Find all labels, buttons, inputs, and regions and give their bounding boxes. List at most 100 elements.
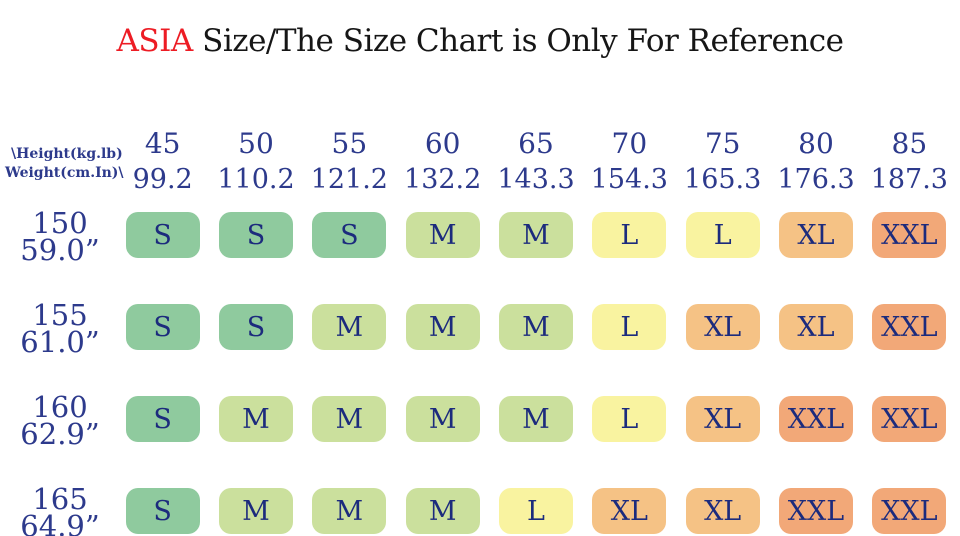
height-inch: 59.0” — [20, 233, 100, 267]
weight-kg: 75 — [704, 127, 741, 160]
size-cell: XL — [778, 304, 853, 350]
size-cell: M — [405, 212, 480, 258]
cell-slot: L — [583, 304, 676, 350]
size-cell: M — [312, 488, 387, 534]
size-cell: M — [312, 304, 387, 350]
size-cell: M — [218, 396, 293, 442]
size-cell: S — [125, 304, 200, 350]
cell-slot: XXL — [769, 396, 862, 442]
size-cell: XL — [685, 396, 760, 442]
row-label: 150 59.0” — [4, 206, 116, 267]
column-header: 45 99.2 — [116, 126, 209, 198]
size-chart-table: \Height(kg.lb) Weight(cm.In)\ 45 99.2 50 1… — [0, 126, 960, 536]
cell-slot: M — [209, 396, 302, 442]
cell-slot: XL — [583, 488, 676, 534]
size-cell: L — [592, 396, 667, 442]
cell-slot: XXL — [863, 212, 956, 258]
height-inch: 62.9” — [20, 417, 100, 451]
size-cell: XL — [685, 304, 760, 350]
size-cell: XL — [778, 212, 853, 258]
weight-kg: 60 — [424, 127, 461, 160]
size-cell: S — [125, 212, 200, 258]
weight-lb: 132.2 — [404, 164, 482, 195]
cell-slot: S — [209, 304, 302, 350]
size-cell: M — [405, 396, 480, 442]
cell-slot: XXL — [769, 488, 862, 534]
column-header: 50 110.2 — [209, 126, 302, 198]
height-inch: 61.0” — [20, 325, 100, 359]
height-cm: 150 — [32, 206, 88, 240]
row-label: 155 61.0” — [4, 298, 116, 359]
table-header-row: \Height(kg.lb) Weight(cm.In)\ 45 99.2 50 1… — [4, 126, 956, 198]
weight-lb: 176.3 — [777, 164, 855, 195]
table-row: 160 62.9” S M M M M L XL XXL XXL — [4, 390, 956, 449]
column-header: 85 187.3 — [863, 126, 956, 198]
cell-slot: L — [676, 212, 769, 258]
weight-kg: 80 — [798, 127, 834, 160]
title-text: Size/The Size Chart is Only For Referenc… — [192, 23, 844, 59]
size-cell: M — [312, 396, 387, 442]
cell-slot: M — [396, 396, 489, 442]
weight-lb: 121.2 — [310, 164, 388, 195]
weight-lb: 99.2 — [132, 164, 193, 195]
cell-slot: M — [489, 396, 582, 442]
size-cell: S — [218, 304, 293, 350]
column-header: 80 176.3 — [769, 126, 862, 198]
weight-kg: 45 — [144, 127, 181, 160]
cell-slot: XXL — [863, 396, 956, 442]
cell-slot: M — [303, 396, 396, 442]
height-cm: 165 — [32, 482, 88, 516]
weight-lb: 154.3 — [590, 164, 668, 195]
size-cell: XXL — [778, 396, 853, 442]
weight-lb: 165.3 — [684, 164, 762, 195]
weight-lb: 187.3 — [870, 164, 948, 195]
cell-slot: M — [396, 304, 489, 350]
size-cell: XXL — [872, 212, 947, 258]
cell-slot: L — [583, 212, 676, 258]
cell-slot: XXL — [863, 304, 956, 350]
size-cell: XL — [685, 488, 760, 534]
height-cm: 160 — [32, 390, 88, 424]
column-header: 65 143.3 — [489, 126, 582, 198]
cell-slot: M — [396, 212, 489, 258]
weight-kg: 55 — [331, 127, 368, 160]
cell-slot: M — [396, 488, 489, 534]
table-row: 150 59.0” S S S M M L L XL XXL — [4, 206, 956, 265]
size-cell: XXL — [872, 304, 947, 350]
weight-kg: 65 — [518, 127, 554, 160]
cell-slot: S — [116, 212, 209, 258]
size-cell: S — [125, 488, 200, 534]
height-inch: 64.9” — [20, 509, 100, 536]
cell-slot: M — [489, 212, 582, 258]
cell-slot: S — [116, 396, 209, 442]
corner-height-label: \Height(kg.lb) — [11, 146, 123, 162]
row-label: 160 62.9” — [4, 390, 116, 451]
weight-kg: 50 — [238, 127, 274, 160]
cell-slot: L — [583, 396, 676, 442]
size-cell: XXL — [872, 488, 947, 534]
cell-slot: M — [303, 304, 396, 350]
cell-slot: S — [209, 212, 302, 258]
weight-kg: 70 — [611, 127, 648, 160]
column-header: 55 121.2 — [303, 126, 396, 198]
cell-slot: S — [116, 304, 209, 350]
weight-lb: 143.3 — [497, 164, 575, 195]
corner-label: \Height(kg.lb) Weight(cm.In)\ — [4, 126, 124, 198]
height-cm: 155 — [32, 298, 88, 332]
size-cell: L — [498, 488, 573, 534]
size-cell: XXL — [778, 488, 853, 534]
column-header: 75 165.3 — [676, 126, 769, 198]
size-cell: M — [405, 488, 480, 534]
size-cell: XXL — [872, 396, 947, 442]
cell-slot: M — [303, 488, 396, 534]
cell-slot: XL — [676, 488, 769, 534]
table-row: 165 64.9” S M M M L XL XL XXL XXL — [4, 482, 956, 536]
size-cell: S — [125, 396, 200, 442]
column-header: 70 154.3 — [583, 126, 676, 198]
size-cell: M — [498, 396, 573, 442]
cell-slot: S — [303, 212, 396, 258]
table-body: 150 59.0” S S S M M L L XL XXL 155 61.0”… — [0, 206, 960, 536]
cell-slot: M — [489, 304, 582, 350]
cell-slot: XL — [769, 212, 862, 258]
size-cell: M — [405, 304, 480, 350]
